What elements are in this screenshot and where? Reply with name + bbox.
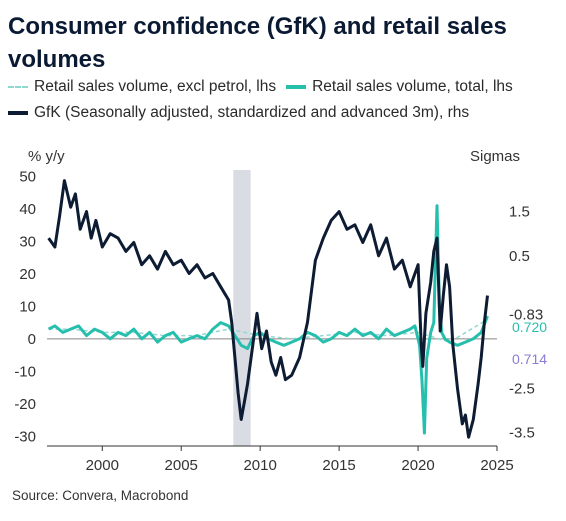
legend-row-1: Retail sales volume, excl petrol, lhs Re… (8, 78, 523, 96)
left-axis-label: % y/y (28, 148, 65, 165)
x-tick-label: 2000 (86, 457, 119, 474)
legend-label-total: Retail sales volume, total, lhs (312, 78, 513, 95)
series-line-gfk (47, 179, 489, 439)
right-tick-label: -0.83 (509, 307, 543, 324)
left-axis-ticks: 50 40 30 20 10 0 -10 -20 -30 (14, 168, 36, 445)
legend-swatch-total (286, 85, 307, 89)
series-line-retail-total (47, 204, 489, 435)
recession-shading (233, 170, 251, 446)
right-tick-label: -3.5 (509, 425, 535, 442)
left-tick-label: 30 (19, 233, 36, 250)
left-tick-label: 0 (28, 331, 36, 348)
legend-row-2: GfK (Seasonally adjusted, standardized a… (8, 104, 479, 122)
left-tick-label: 40 (19, 201, 36, 218)
legend-item-excl-petrol: Retail sales volume, excl petrol, lhs (8, 78, 276, 96)
right-tick-label: 0.5 (509, 248, 530, 265)
legend-item-total: Retail sales volume, total, lhs (286, 78, 513, 96)
x-tick-label: 2015 (322, 457, 355, 474)
left-tick-label: 50 (19, 168, 36, 185)
legend-label-excl-petrol: Retail sales volume, excl petrol, lhs (34, 78, 277, 95)
left-tick-label: -10 (14, 363, 36, 380)
legend-label-gfk: GfK (Seasonally adjusted, standardized a… (34, 104, 470, 121)
right-axis-ticks: 1.5 0.5 -0.83 -2.5 -3.5 (509, 204, 543, 442)
chart-title: Consumer confidence (GfK) and retail sal… (8, 13, 507, 73)
last-value-label-total: 0.720 (512, 319, 547, 335)
left-tick-label: 10 (19, 298, 36, 315)
x-tick-label: 2025 (480, 457, 513, 474)
series-lines (47, 179, 489, 439)
left-tick-label: 20 (19, 266, 36, 283)
right-tick-label: -2.5 (509, 381, 535, 398)
left-tick-label: -20 (14, 396, 36, 413)
x-tick-label: 2010 (243, 457, 276, 474)
source-note: Source: Convera, Macrobond (12, 488, 189, 503)
x-axis-ticks: 2000 2005 2010 2015 2020 2025 (86, 446, 514, 474)
last-value-label-excl-petrol: 0.714 (512, 351, 547, 367)
right-tick-label: 1.5 (509, 204, 530, 221)
left-tick-label: -30 (14, 428, 36, 445)
x-tick-label: 2005 (165, 457, 198, 474)
right-axis-label: Sigmas (470, 148, 520, 165)
x-tick-label: 2020 (401, 457, 434, 474)
legend-swatch-gfk (8, 111, 28, 115)
legend-swatch-excl-petrol (8, 86, 28, 88)
legend-item-gfk: GfK (Seasonally adjusted, standardized a… (8, 104, 469, 122)
